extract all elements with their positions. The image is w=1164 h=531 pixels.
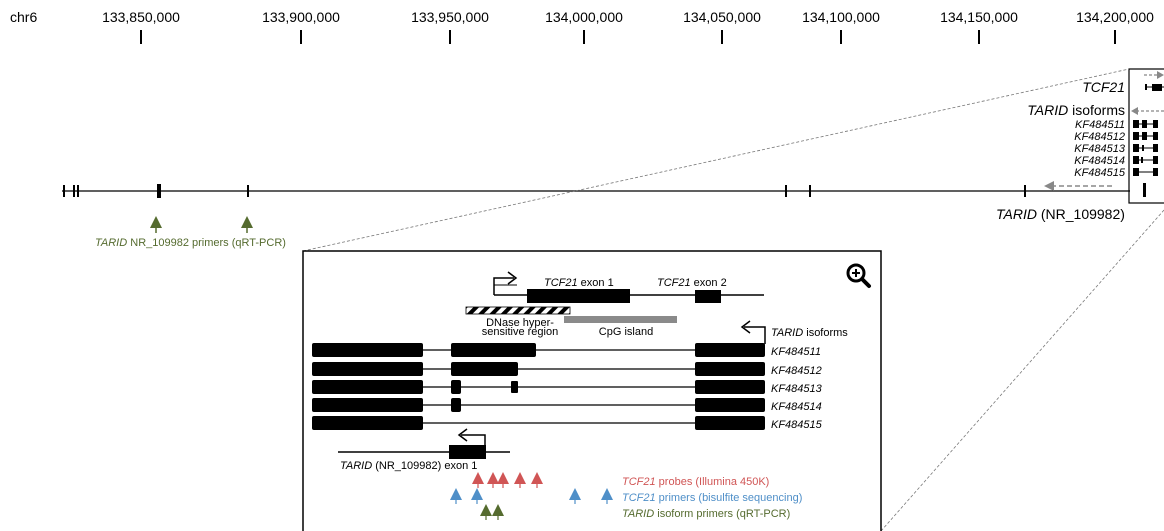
tss-arrow-icon xyxy=(493,277,514,295)
dnase-label: DNase hyper- xyxy=(486,317,554,329)
probe-markers xyxy=(472,472,543,488)
arrowhead-icon xyxy=(1044,181,1054,191)
exon-block xyxy=(809,185,811,197)
exon-block xyxy=(1024,185,1026,197)
tarid-nr-label: TARID (NR_109982) xyxy=(996,206,1125,222)
zoom-region-box xyxy=(1128,68,1164,204)
tcf21-label: TCF21 xyxy=(1082,79,1125,95)
isoform-track xyxy=(312,380,765,394)
isoform-track xyxy=(312,362,765,376)
tick-label: 134,200,000 xyxy=(1076,9,1154,25)
tcf21-exon1-block xyxy=(527,289,630,303)
isoform-id: KF484514 xyxy=(1074,155,1125,167)
probe-triangle-icon xyxy=(497,472,509,484)
isoform-primer-markers xyxy=(480,504,504,520)
tick-label: 133,950,000 xyxy=(411,9,489,25)
exon-block xyxy=(157,184,161,198)
primer-triangle-icon xyxy=(150,216,162,228)
primer-triangle-icon xyxy=(241,216,253,228)
isoform-id: KF484511 xyxy=(1075,119,1125,131)
isoform-label: KF484515 xyxy=(771,419,823,431)
isoform-track xyxy=(312,343,765,357)
legend-isoform-primers: TARID isoform primers (qRT-PCR) xyxy=(622,508,790,520)
isoform-track xyxy=(312,416,765,430)
dnase-region-bar xyxy=(465,306,571,315)
probe-triangle-icon xyxy=(531,472,543,484)
isoform-label: KF484514 xyxy=(771,401,822,413)
tarid-isoforms-label: TARID isoforms xyxy=(1027,102,1125,118)
dnase-label: sensitive region xyxy=(482,326,558,338)
exon-block xyxy=(63,185,65,197)
isoform-id: KF484512 xyxy=(1074,131,1125,143)
tcf21-exon2-label: TCF21 exon 2 xyxy=(657,277,727,289)
exon-block xyxy=(785,185,787,197)
tick-label: 134,150,000 xyxy=(940,9,1018,25)
exon-block xyxy=(73,185,75,197)
primer-triangle-icon xyxy=(601,488,613,500)
exon-block xyxy=(1143,183,1146,197)
tarid-nr-exon-label: TARID (NR_109982) exon 1 xyxy=(340,460,477,472)
magnifier-icon xyxy=(846,263,871,288)
primer-triangle-icon xyxy=(569,488,581,500)
probe-triangle-icon xyxy=(487,472,499,484)
tarid-nr-exon-model xyxy=(338,428,510,459)
arrowhead-icon xyxy=(1157,71,1164,79)
isoform-mini-tracks xyxy=(1133,120,1158,176)
isoform-track xyxy=(312,398,765,412)
primer-triangle-icon xyxy=(471,488,483,500)
probe-triangle-icon xyxy=(472,472,484,484)
nr-primers-label: TARID NR_109982 primers (qRT-PCR) xyxy=(95,237,286,249)
cpg-label: CpG island xyxy=(599,326,653,338)
exon-block xyxy=(247,185,249,197)
chromosome-label: chr6 xyxy=(10,9,37,25)
tcf21-exon2-block xyxy=(695,290,721,303)
bisulfite-primer-markers xyxy=(450,488,613,504)
isoform-label: KF484511 xyxy=(771,346,821,358)
primer-triangle-icon xyxy=(450,488,462,500)
tick-label: 134,000,000 xyxy=(545,9,623,25)
isoform-id: KF484513 xyxy=(1074,143,1126,155)
tcf21-gene-model xyxy=(493,271,764,303)
isoform-label: KF484512 xyxy=(771,365,822,377)
inset-tarid-isoforms-label: TARID isoforms xyxy=(771,327,848,339)
tcf21-exon1-label: TCF21 exon 1 xyxy=(544,277,614,289)
isoform-label: KF484513 xyxy=(771,383,823,395)
isoform-id-list: KF484511 KF484512 KF484513 KF484514 KF48… xyxy=(1074,119,1126,179)
primer-triangle-icon xyxy=(492,504,504,516)
primer-triangle-icon xyxy=(480,504,492,516)
exon-block xyxy=(77,185,79,197)
nr-primer-markers xyxy=(150,216,253,233)
cpg-island-bar xyxy=(564,316,677,323)
tss-arrow-icon xyxy=(744,326,766,344)
inset-panel: TCF21 exon 1 TCF21 exon 2 DNase hyper- s… xyxy=(302,250,882,531)
zoom-projection-line xyxy=(880,209,1164,531)
legend-probes: TCF21 probes (Illumina 450K) xyxy=(622,476,769,488)
tcf21-gene-track xyxy=(1144,71,1164,91)
arrowhead-icon xyxy=(1131,107,1138,115)
tick-label: 133,850,000 xyxy=(102,9,180,25)
coordinate-ticks: 133,850,000 133,900,000 133,950,000 134,… xyxy=(102,9,1154,44)
tick-label: 134,050,000 xyxy=(683,9,761,25)
tick-label: 134,100,000 xyxy=(802,9,880,25)
zoom-projection-line xyxy=(302,68,1130,252)
probe-triangle-icon xyxy=(514,472,526,484)
tarid-nr-transcript xyxy=(62,181,1146,198)
tss-arrow-icon xyxy=(461,434,486,452)
isoform-id: KF484515 xyxy=(1074,167,1126,179)
legend-bisulfite-primers: TCF21 primers (bisulfite sequencing) xyxy=(622,492,802,504)
tick-label: 133,900,000 xyxy=(262,9,340,25)
